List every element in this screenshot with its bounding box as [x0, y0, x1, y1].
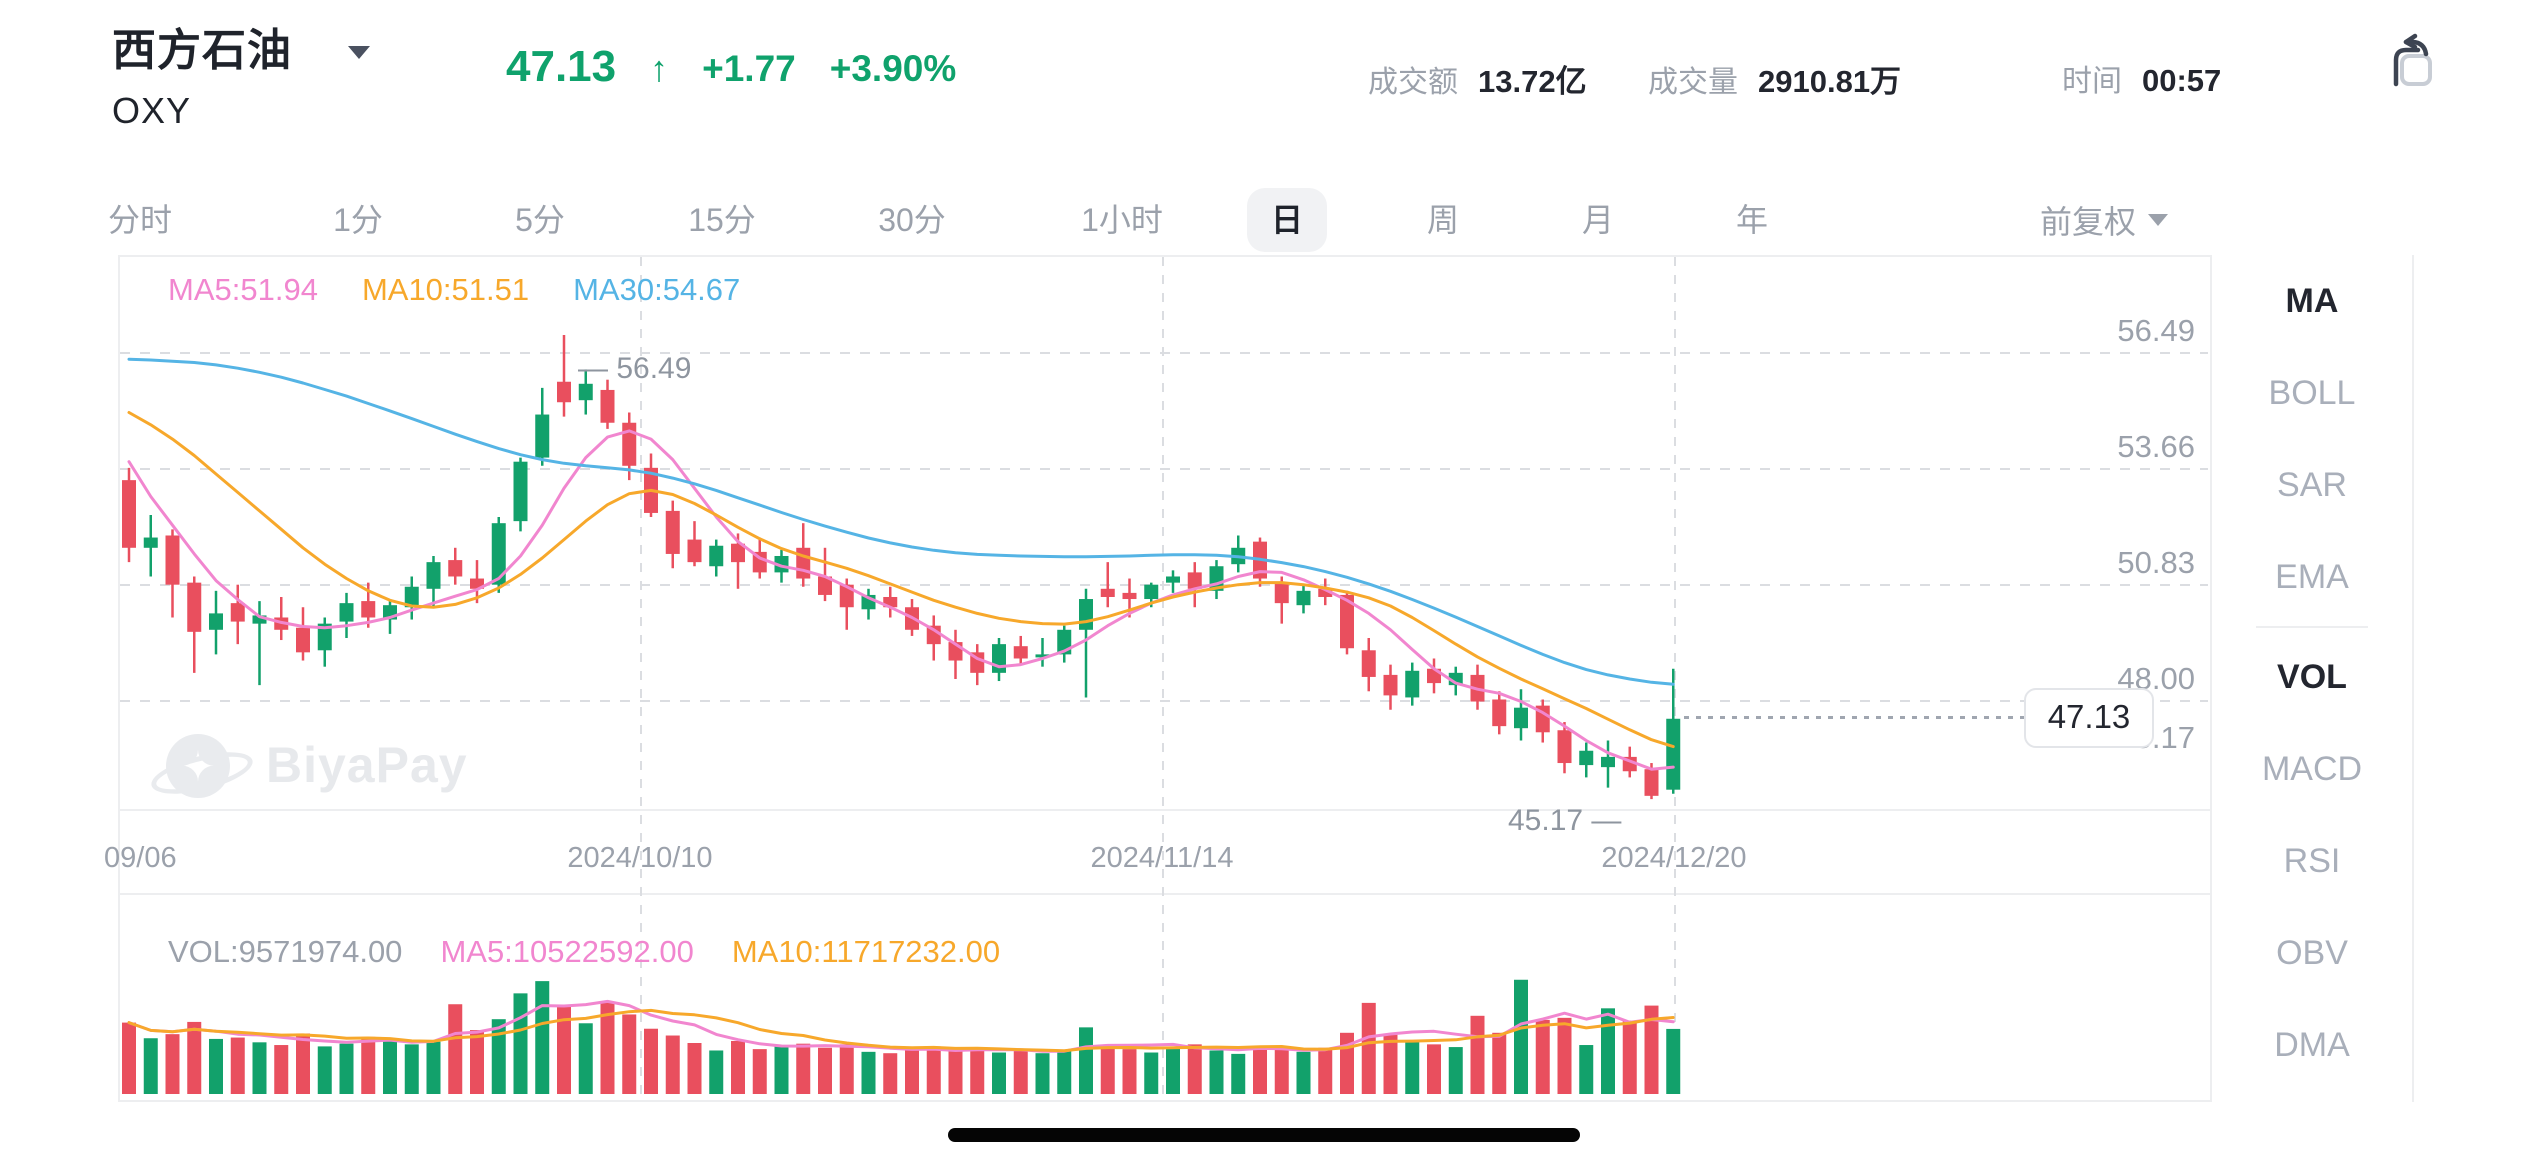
- up-arrow-icon: ↑: [650, 48, 669, 89]
- period-tab-bar: 分时 1分 5分 15分 30分 1小时 日 周 月 年: [0, 188, 2532, 254]
- tab-1分[interactable]: 1分: [333, 202, 383, 238]
- indicator-macd[interactable]: MACD: [2261, 749, 2363, 788]
- ticker-symbol: OXY: [112, 90, 192, 131]
- candlestick-chart[interactable]: [118, 255, 2210, 810]
- stock-dropdown-caret-icon[interactable]: [348, 46, 370, 59]
- ma-legend-item-0: MA5:51.94: [168, 272, 318, 307]
- turnover-value: 13.72亿: [1478, 64, 1587, 99]
- x-tick-2024/11/14: 2024/11/14: [1090, 842, 1234, 874]
- ma-legend: MA5:51.94 MA10:51.51 MA30:54.67: [168, 272, 740, 308]
- tab-1小时[interactable]: 1小时: [1081, 202, 1163, 238]
- y-tick-50.83: 50.83: [2117, 545, 2195, 580]
- h-gridline: [120, 584, 2208, 586]
- price-change: +1.77: [702, 48, 796, 89]
- adjust-type-dropdown[interactable]: 前复权: [2040, 190, 2169, 250]
- chart-border-left: [118, 255, 120, 1102]
- volume-chart[interactable]: [118, 893, 2210, 1100]
- v-gridline: [1162, 257, 1164, 1100]
- volume-pane-top-line: [118, 893, 2210, 895]
- indicator-obv[interactable]: OBV: [2276, 933, 2348, 972]
- share-icon: [2393, 33, 2432, 87]
- tab-月[interactable]: 月: [1581, 202, 1615, 238]
- page-title[interactable]: 西方石油: [112, 26, 292, 75]
- sidebar-divider: [2256, 626, 2368, 628]
- time-label: 时间: [2062, 65, 2122, 98]
- y-tick-56.49: 56.49: [2117, 313, 2195, 348]
- indicator-ma[interactable]: MA: [2285, 281, 2339, 320]
- ma-legend-item-2: MA30:54.67: [573, 272, 741, 307]
- h-gridline: [120, 352, 2208, 354]
- x-tick-09/06: 09/06: [104, 842, 177, 874]
- indicator-vol[interactable]: VOL: [2277, 657, 2347, 696]
- last-price-dotted-line: [1684, 716, 2024, 719]
- share-button[interactable]: [2386, 32, 2444, 90]
- chart-border-top: [118, 255, 2412, 257]
- tab-分时[interactable]: 分时: [107, 202, 173, 238]
- vol-legend-item-1: MA5:10522592.00: [440, 934, 694, 969]
- tab-年[interactable]: 年: [1735, 202, 1769, 238]
- home-indicator[interactable]: [948, 1128, 1580, 1142]
- volume-value: 2910.81万: [1758, 64, 1902, 99]
- last-price: 47.13: [506, 42, 617, 91]
- tab-周[interactable]: 周: [1426, 202, 1460, 238]
- volume-label: 成交量: [1648, 66, 1738, 99]
- low-marker: 45.17 —: [1508, 804, 1622, 837]
- y-tick-53.66: 53.66: [2117, 429, 2195, 464]
- x-tick-2024/10/10: 2024/10/10: [567, 842, 713, 874]
- price-change-pct: +3.90%: [829, 48, 957, 89]
- ma-legend-item-1: MA10:51.51: [361, 272, 530, 307]
- turnover-label: 成交额: [1368, 66, 1458, 99]
- vol-legend-item-0: VOL:9571974.00: [168, 934, 403, 969]
- tab-日[interactable]: 日: [1246, 188, 1328, 252]
- adjust-type-label: 前复权: [2040, 204, 2137, 240]
- biyapay-logo-icon: ✦: [166, 734, 230, 798]
- indicator-dma[interactable]: DMA: [2274, 1025, 2350, 1064]
- time-stat: 时间 00:57: [2062, 56, 2221, 100]
- price-row: 47.13 ↑ +1.77 +3.90%: [506, 42, 956, 92]
- chevron-down-icon: [2148, 214, 2169, 226]
- price-axis-line: [118, 809, 2210, 811]
- volume-stat: 成交量 2910.81万: [1648, 56, 1901, 101]
- h-gridline: [120, 468, 2208, 470]
- indicator-rsi[interactable]: RSI: [2283, 841, 2341, 880]
- v-gridline: [640, 257, 642, 1100]
- last-price-badge: 47.13: [2024, 688, 2154, 748]
- x-tick-2024/12/20: 2024/12/20: [1601, 842, 1747, 874]
- vol-legend-item-2: MA10:11717232.00: [731, 934, 1001, 969]
- indicator-sidebar: MA BOLL SAR EMA VOL MACD RSI OBV DMA: [2210, 255, 2414, 1102]
- h-gridline: [120, 700, 2208, 702]
- tab-30分[interactable]: 30分: [878, 202, 946, 238]
- tab-5分[interactable]: 5分: [515, 202, 565, 238]
- high-marker: — 56.49: [578, 352, 692, 385]
- indicator-ema[interactable]: EMA: [2275, 557, 2349, 596]
- indicator-sar[interactable]: SAR: [2277, 465, 2347, 504]
- time-value: 00:57: [2142, 63, 2222, 98]
- watermark-text: BiyaPay: [266, 737, 468, 793]
- v-gridline: [1674, 257, 1676, 1100]
- chart-border-bottom: [118, 1100, 2412, 1102]
- turnover-stat: 成交额 13.72亿: [1368, 56, 1587, 101]
- indicator-boll[interactable]: BOLL: [2268, 373, 2356, 412]
- volume-legend: VOL:9571974.00 MA5:10522592.00 MA10:117172…: [168, 934, 1000, 970]
- tab-15分[interactable]: 15分: [688, 202, 756, 238]
